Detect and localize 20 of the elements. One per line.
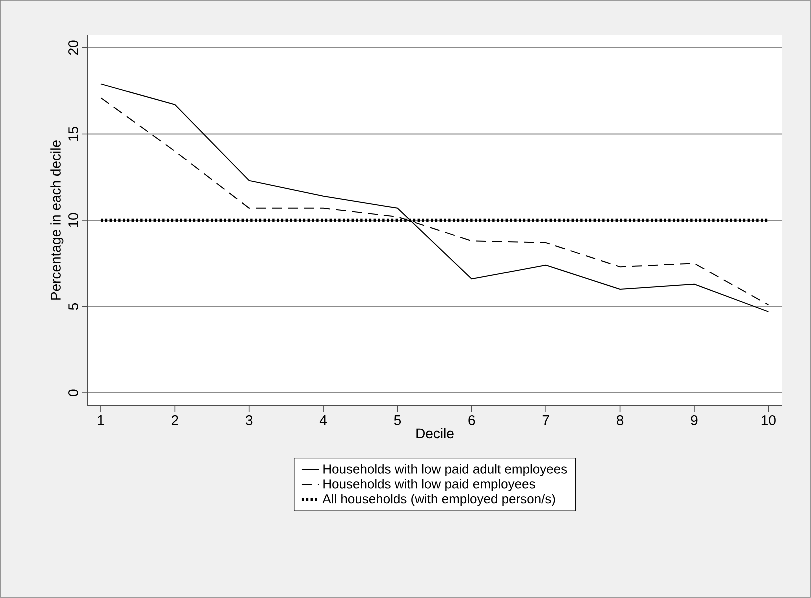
x-tick-label: 4 — [320, 416, 328, 426]
y-tick-label: 0 — [68, 390, 78, 396]
x-tick-label: 1 — [98, 416, 104, 426]
y-tick-label: 20 — [68, 40, 78, 56]
x-tick-label: 5 — [394, 416, 402, 426]
x-tick-label: 8 — [617, 416, 624, 426]
x-tick-label: 10 — [762, 416, 776, 426]
legend-label: Households with low paid employees — [324, 479, 536, 492]
x-tick-label: 2 — [172, 416, 178, 426]
x-axis-title: Decile — [416, 428, 454, 439]
x-tick-label: 7 — [542, 416, 550, 426]
x-tick-label: 3 — [246, 416, 253, 426]
x-tick-label: 9 — [691, 416, 698, 426]
y-tick-label: 10 — [68, 213, 78, 228]
y-tick-label: 5 — [68, 303, 78, 310]
legend-label: All households (with employed person/s) — [322, 494, 556, 506]
legend-label: Households with low paid adult employees — [324, 464, 568, 476]
y-axis-title: Percentage in each decile — [50, 140, 64, 300]
x-tick-label: 6 — [468, 416, 476, 426]
y-tick-label: 15 — [68, 127, 78, 141]
